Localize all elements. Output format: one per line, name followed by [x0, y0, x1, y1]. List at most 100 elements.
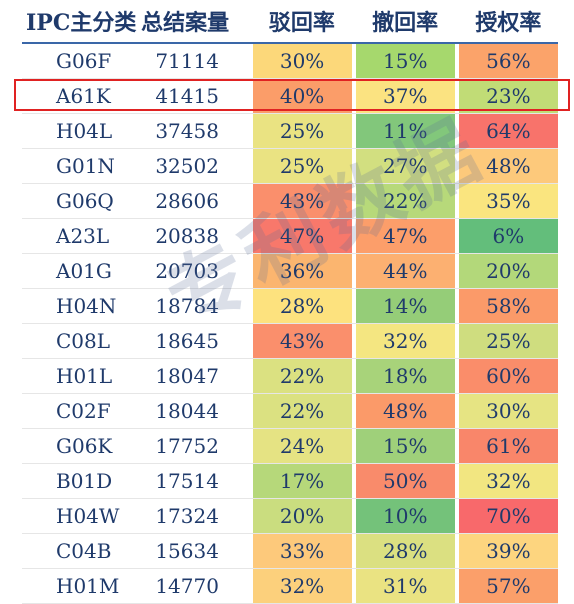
reject-rate-cell: 32% [252, 569, 352, 603]
total-cell: 20703 [155, 259, 219, 283]
table-row: G06K 17752 24% 15% 61% [22, 429, 558, 464]
ipc-cell: H04N [56, 294, 117, 318]
ipc-cell: G01N [56, 154, 115, 178]
reject-rate-cell: 22% [252, 394, 352, 428]
table-row: A01G 20703 36% 44% 20% [22, 254, 558, 289]
ipc-cell: H04L [56, 119, 113, 143]
total-cell: 15634 [155, 539, 219, 563]
table-row: C04B 15634 33% 28% 39% [22, 534, 558, 569]
reject-rate-cell: 30% [252, 44, 352, 78]
table-row: G01N 32502 25% 27% 48% [22, 149, 558, 184]
reject-rate-cell: 36% [252, 254, 352, 288]
grant-rate-cell: 70% [458, 499, 558, 533]
grant-rate-cell: 30% [458, 394, 558, 428]
total-cell: 18044 [155, 399, 219, 423]
total-cell: 37458 [155, 119, 219, 143]
table-row: B01D 17514 17% 50% 32% [22, 464, 558, 499]
table-row: H04N 18784 28% 14% 58% [22, 289, 558, 324]
grant-rate-cell: 57% [458, 569, 558, 603]
total-cell: 32502 [155, 154, 219, 178]
ipc-cell: A61K [56, 84, 111, 108]
reject-rate-cell: 43% [252, 324, 352, 358]
table-body: G06F 71114 30% 15% 56% A61K 41415 40% 37% 23% H04L… [22, 44, 558, 604]
withdraw-rate-cell: 22% [355, 184, 455, 218]
table-row: C08L 18645 43% 32% 25% [22, 324, 558, 359]
withdraw-rate-cell: 15% [355, 429, 455, 463]
total-cell: 17514 [155, 469, 219, 493]
withdraw-rate-cell: 31% [355, 569, 455, 603]
withdraw-rate-cell: 10% [355, 499, 455, 533]
grant-rate-cell: 58% [458, 289, 558, 323]
header-withdraw-rate: 撤回率 [372, 10, 439, 36]
ipc-cell: G06K [56, 434, 113, 458]
ipc-cell: G06F [56, 49, 112, 73]
total-cell: 17324 [155, 504, 219, 528]
table-row: A61K 41415 40% 37% 23% [22, 79, 558, 114]
ipc-cell: A01G [56, 259, 112, 283]
total-cell: 20838 [155, 224, 219, 248]
header-reject-rate: 驳回率 [268, 10, 335, 36]
reject-rate-cell: 25% [252, 114, 352, 148]
ipc-cell: H01L [56, 364, 113, 388]
grant-rate-cell: 35% [458, 184, 558, 218]
reject-rate-cell: 43% [252, 184, 352, 218]
total-cell: 41415 [155, 84, 219, 108]
withdraw-rate-cell: 48% [355, 394, 455, 428]
grant-rate-cell: 20% [458, 254, 558, 288]
grant-rate-cell: 61% [458, 429, 558, 463]
ipc-cell: C08L [56, 329, 111, 353]
ipc-cell: C04B [56, 539, 112, 563]
reject-rate-cell: 25% [252, 149, 352, 183]
reject-rate-cell: 28% [252, 289, 352, 323]
header-ipc: IPC主分类 [26, 10, 137, 36]
grant-rate-cell: 32% [458, 464, 558, 498]
grant-rate-cell: 60% [458, 359, 558, 393]
table-header-row: IPC主分类 总结案量 驳回率 撤回率 授权率 [22, 0, 558, 44]
table-row: G06F 71114 30% 15% 56% [22, 44, 558, 79]
total-cell: 18784 [155, 294, 219, 318]
reject-rate-cell: 40% [252, 79, 352, 113]
total-cell: 18047 [155, 364, 219, 388]
withdraw-rate-cell: 14% [355, 289, 455, 323]
withdraw-rate-cell: 37% [355, 79, 455, 113]
grant-rate-cell: 6% [458, 219, 558, 253]
table-row: H04L 37458 25% 11% 64% [22, 114, 558, 149]
withdraw-rate-cell: 32% [355, 324, 455, 358]
withdraw-rate-cell: 18% [355, 359, 455, 393]
grant-rate-cell: 48% [458, 149, 558, 183]
header-total: 总结案量 [141, 10, 230, 36]
table-row: H01L 18047 22% 18% 60% [22, 359, 558, 394]
table-row: H04W 17324 20% 10% 70% [22, 499, 558, 534]
withdraw-rate-cell: 44% [355, 254, 455, 288]
total-cell: 18645 [155, 329, 219, 353]
table-row: C02F 18044 22% 48% 30% [22, 394, 558, 429]
withdraw-rate-cell: 15% [355, 44, 455, 78]
ipc-statistics-table: IPC主分类 总结案量 驳回率 撤回率 授权率 G06F 71114 30% 15% 5… [22, 0, 558, 604]
table-row: G06Q 28606 43% 22% 35% [22, 184, 558, 219]
table-row: H01M 14770 32% 31% 57% [22, 569, 558, 604]
ipc-cell: A23L [56, 224, 110, 248]
header-grant-rate: 授权率 [475, 10, 542, 36]
ipc-cell: H04W [56, 504, 120, 528]
reject-rate-cell: 33% [252, 534, 352, 568]
grant-rate-cell: 56% [458, 44, 558, 78]
grant-rate-cell: 25% [458, 324, 558, 358]
withdraw-rate-cell: 47% [355, 219, 455, 253]
reject-rate-cell: 22% [252, 359, 352, 393]
table-row: A23L 20838 47% 47% 6% [22, 219, 558, 254]
withdraw-rate-cell: 27% [355, 149, 455, 183]
grant-rate-cell: 64% [458, 114, 558, 148]
total-cell: 14770 [155, 574, 219, 598]
withdraw-rate-cell: 11% [355, 114, 455, 148]
withdraw-rate-cell: 28% [355, 534, 455, 568]
reject-rate-cell: 20% [252, 499, 352, 533]
withdraw-rate-cell: 50% [355, 464, 455, 498]
ipc-cell: G06Q [56, 189, 114, 213]
ipc-cell: B01D [56, 469, 113, 493]
grant-rate-cell: 39% [458, 534, 558, 568]
reject-rate-cell: 17% [252, 464, 352, 498]
ipc-cell: H01M [56, 574, 120, 598]
reject-rate-cell: 47% [252, 219, 352, 253]
grant-rate-cell: 23% [458, 79, 558, 113]
total-cell: 17752 [155, 434, 219, 458]
